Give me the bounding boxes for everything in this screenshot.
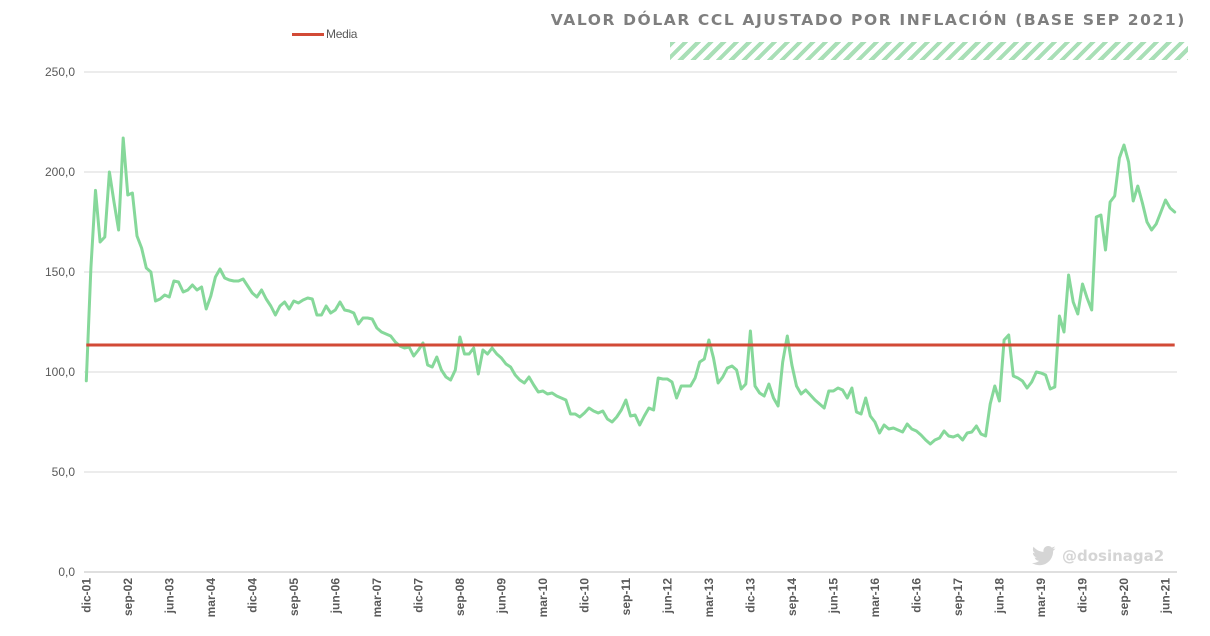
x-tick-label: jun-21 <box>1158 578 1172 615</box>
x-tick-label: sep-11 <box>619 578 633 616</box>
x-tick-label: sep-02 <box>121 578 135 616</box>
y-tick-label: 150,0 <box>45 265 75 279</box>
y-tick-label: 200,0 <box>45 165 75 179</box>
x-tick-label: mar-13 <box>702 578 716 618</box>
x-tick-label: dic-13 <box>743 578 757 613</box>
x-tick-label: sep-20 <box>1117 578 1131 616</box>
x-tick-label: dic-04 <box>245 578 259 613</box>
legend-label-media: Media <box>326 27 358 41</box>
x-tick-label: dic-10 <box>577 578 591 613</box>
x-tick-label: dic-01 <box>79 578 93 613</box>
watermark-handle: @dosinaga2 <box>1062 547 1165 565</box>
x-tick-label: sep-14 <box>785 578 799 616</box>
x-tick-label: jun-03 <box>162 578 176 615</box>
y-tick-label: 0,0 <box>58 565 75 579</box>
x-tick-label: mar-07 <box>370 578 384 618</box>
y-tick-label: 100,0 <box>45 365 75 379</box>
twitter-bird-icon <box>1032 546 1056 566</box>
legend-swatch-media <box>292 32 324 36</box>
x-tick-label: sep-08 <box>453 578 467 616</box>
title-hatch-decoration <box>670 42 1188 60</box>
x-tick-label: jun-06 <box>328 578 342 615</box>
x-tick-label: mar-04 <box>204 578 218 618</box>
x-tick-label: dic-19 <box>1075 578 1089 613</box>
x-tick-label: dic-16 <box>909 578 923 613</box>
y-tick-label: 250,0 <box>45 65 75 79</box>
x-tick-label: jun-18 <box>992 578 1006 615</box>
x-tick-label: jun-12 <box>660 578 674 615</box>
x-tick-label: dic-07 <box>411 578 425 613</box>
x-tick-label: mar-19 <box>1034 578 1048 618</box>
chart-title: VALOR DÓLAR CCL AJUSTADO POR INFLACIÓN (… <box>550 11 1186 29</box>
x-tick-label: sep-05 <box>287 578 301 616</box>
legend: Media <box>292 27 357 41</box>
x-tick-label: jun-09 <box>494 578 508 615</box>
watermark: @dosinaga2 <box>1032 546 1164 566</box>
y-tick-label: 50,0 <box>52 465 76 479</box>
series-line-ccl <box>84 136 1177 446</box>
x-tick-label: sep-17 <box>951 578 965 616</box>
x-tick-label: mar-10 <box>536 578 550 618</box>
x-tick-label: jun-15 <box>826 578 840 615</box>
x-tick-label: mar-16 <box>868 578 882 618</box>
